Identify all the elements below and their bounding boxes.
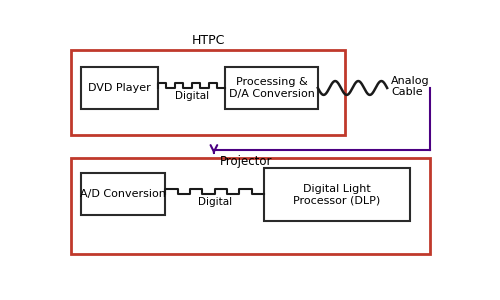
Text: A/D Conversion: A/D Conversion [80,189,166,199]
Text: Processing &
D/A Conversion: Processing & D/A Conversion [228,77,314,99]
Text: Digital: Digital [198,197,232,207]
Text: Projector: Projector [220,154,272,168]
Text: Digital: Digital [174,91,208,101]
Bar [72,158,430,254]
Text: Analog
Cable: Analog Cable [391,76,430,97]
Text: DVD Player: DVD Player [88,83,150,93]
Bar [264,168,410,221]
Bar [72,50,345,135]
Bar [80,173,166,215]
Text: HTPC: HTPC [192,34,225,47]
Bar [80,67,158,109]
Text: Digital Light
Processor (DLP): Digital Light Processor (DLP) [294,184,380,206]
Bar [226,67,318,109]
